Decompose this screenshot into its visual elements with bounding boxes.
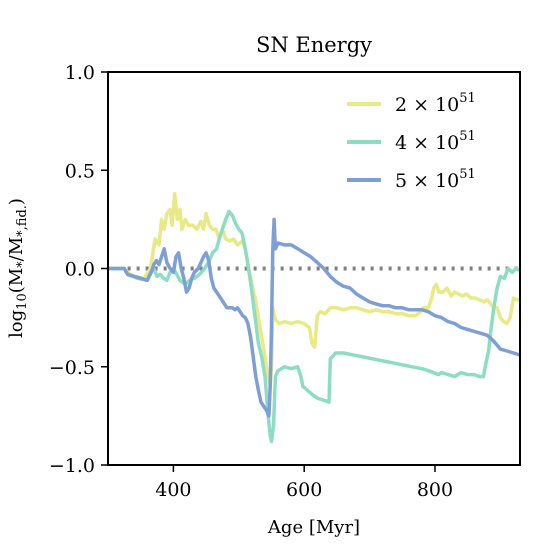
x-tick-label: 400 bbox=[155, 479, 191, 501]
x-tick-label: 600 bbox=[286, 479, 322, 501]
series-layer bbox=[108, 192, 521, 444]
legend-label-2e51: 2 × 1051 bbox=[395, 91, 476, 116]
legend-label-5e51: 5 × 1051 bbox=[395, 167, 476, 192]
series-line-2 bbox=[108, 209, 521, 444]
legend-label-4e51: 4 × 1051 bbox=[395, 129, 476, 154]
series-line-3 bbox=[108, 217, 521, 418]
y-tick-label: 0.5 bbox=[65, 160, 95, 182]
chart-title: SN Energy bbox=[256, 33, 372, 57]
x-axis-label: Age [Myr] bbox=[267, 517, 360, 538]
y-tick-label: 1.0 bbox=[65, 62, 95, 84]
y-axis-label: log10(M*/M*,fid.) bbox=[6, 198, 30, 338]
x-tick-label: 800 bbox=[417, 479, 453, 501]
y-axis: 1.0 0.5 0.0 −0.5 −1.0 bbox=[49, 62, 108, 477]
series-line-1 bbox=[108, 192, 520, 389]
plot-area bbox=[107, 71, 521, 466]
legend: 2 × 1051 4 × 1051 5 × 1051 bbox=[347, 91, 476, 192]
y-tick-label: −0.5 bbox=[49, 357, 95, 379]
x-axis: 400 600 800 bbox=[155, 465, 453, 501]
y-tick-label: −1.0 bbox=[49, 455, 95, 477]
y-tick-label: 0.0 bbox=[65, 259, 95, 281]
